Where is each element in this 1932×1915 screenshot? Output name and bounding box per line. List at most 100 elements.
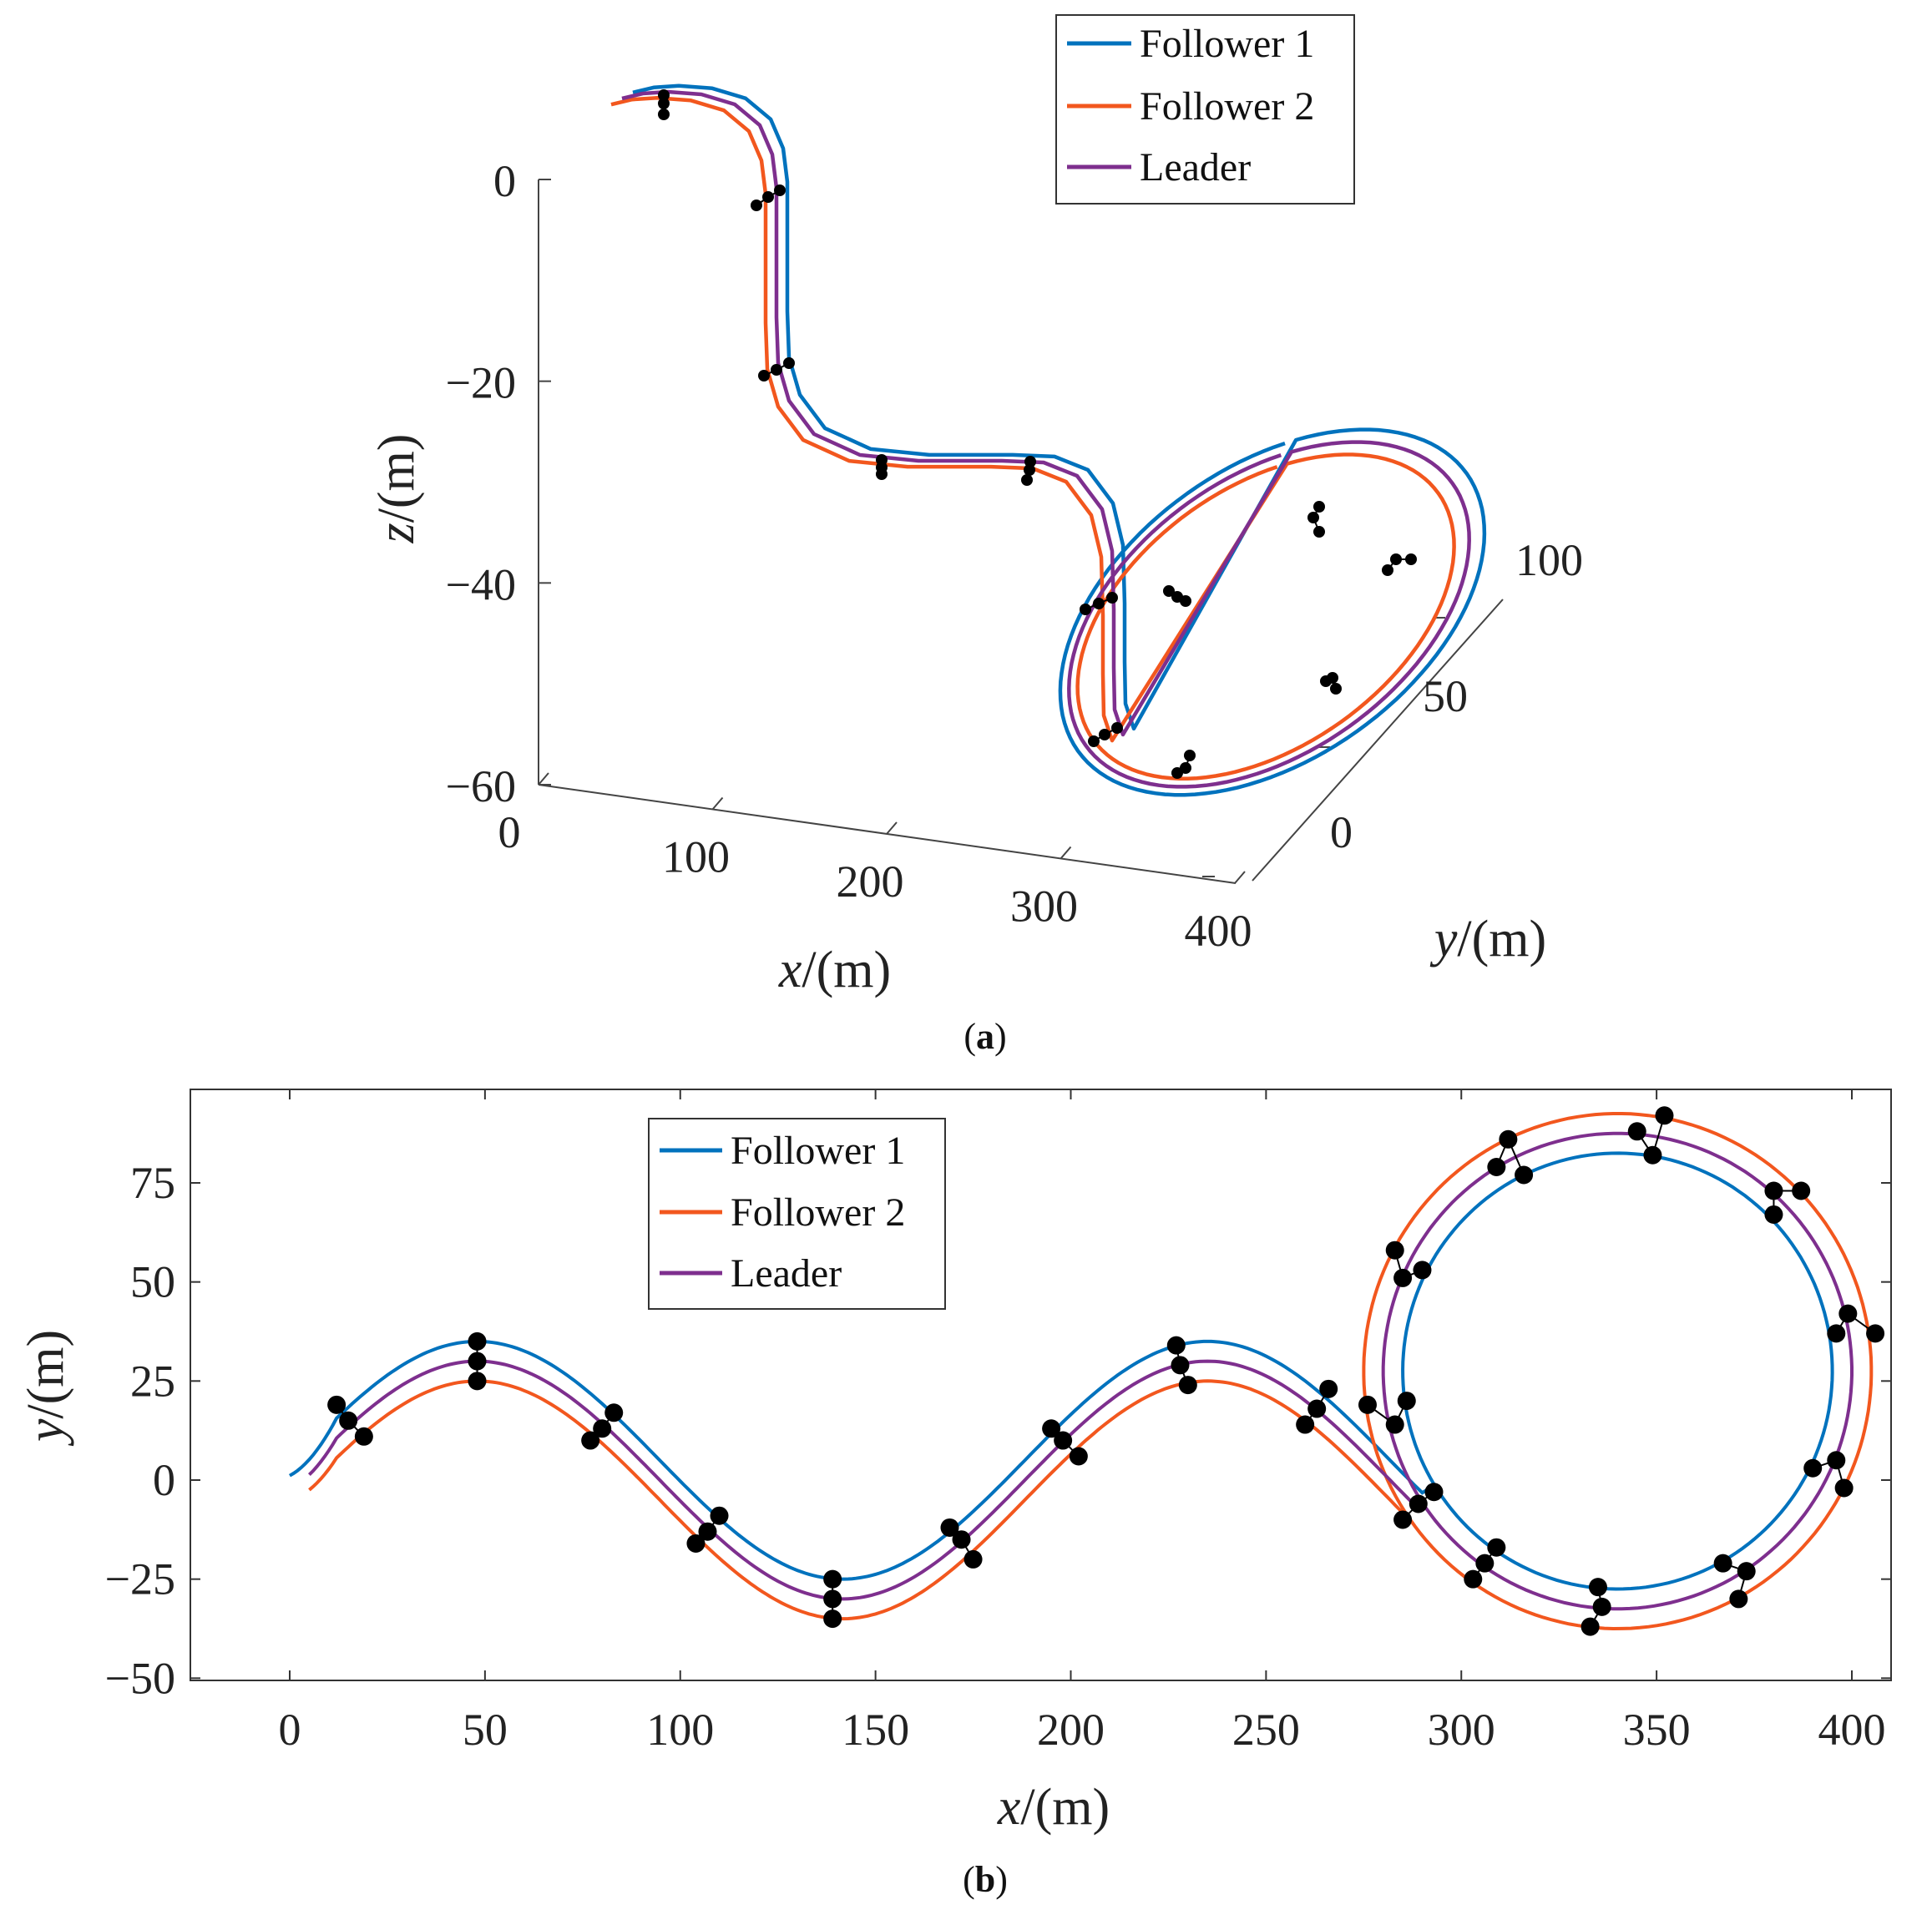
formation-point-3d — [1180, 595, 1191, 607]
formation-point-3d — [876, 468, 888, 480]
formation-point-3d — [783, 357, 795, 369]
x-tick-label-b: 300 — [1428, 1705, 1495, 1755]
legend-a-box — [1055, 14, 1355, 205]
series-group-b — [288, 1112, 1874, 1631]
x-tick-label-b: 50 — [463, 1705, 508, 1755]
formation-point-3d — [1106, 592, 1118, 604]
formation-point — [468, 1331, 487, 1351]
x-axis-unit-b: /(m) — [1020, 1779, 1110, 1836]
formation-point — [1166, 1336, 1186, 1355]
formation-point-3d — [1021, 474, 1033, 486]
series-line-leader — [307, 1131, 1854, 1611]
legend-b-label-leader: Leader — [731, 1251, 842, 1296]
formation-point — [1792, 1181, 1811, 1200]
y-tick-label-a: 50 — [1423, 671, 1468, 721]
legend-a-label-follower2: Follower 2 — [1140, 84, 1314, 129]
formation-point — [1054, 1431, 1073, 1450]
x-axis-var-b: x — [997, 1779, 1021, 1836]
y-tick-label-a: 0 — [1330, 807, 1353, 857]
formation-point-3d — [751, 200, 762, 211]
x-tick-label-b: 100 — [646, 1705, 714, 1755]
x-axis-label-a: x/(m) — [778, 942, 891, 998]
formation-point — [1580, 1617, 1600, 1636]
y-axis-label-b: y/(m) — [18, 1330, 74, 1447]
caption-a-letter: a — [976, 1016, 994, 1057]
formation-point — [468, 1372, 487, 1391]
formation-point — [710, 1506, 729, 1525]
series-line-follower-1 — [288, 1151, 1834, 1591]
formation-point-3d — [1080, 604, 1091, 615]
formation-point-3d — [1330, 683, 1342, 695]
y-tick-label-a: 100 — [1515, 535, 1583, 585]
formation-point — [1413, 1261, 1432, 1280]
y-tick-label-b: 0 — [153, 1455, 175, 1505]
formation-point — [1393, 1268, 1413, 1287]
formation-point-3d — [1390, 553, 1402, 565]
y-tick-label-b: 25 — [130, 1356, 175, 1406]
caption-b-letter: b — [975, 1859, 995, 1900]
formation-point — [1487, 1538, 1506, 1557]
legend-b-label-follower1: Follower 1 — [731, 1129, 905, 1173]
formation-point — [1385, 1415, 1404, 1434]
z-tick-label-a: −40 — [446, 559, 516, 609]
x-tick-mark-a — [711, 796, 724, 811]
formation-point — [1627, 1122, 1646, 1141]
formation-point — [327, 1395, 346, 1414]
x-tick-mark-a — [1234, 871, 1246, 884]
legend-a-label-leader: Leader — [1140, 145, 1251, 189]
formation-point — [1307, 1399, 1327, 1418]
formation-point-3d — [1327, 672, 1338, 684]
formation-point — [604, 1403, 624, 1422]
formation-point-3d — [658, 109, 670, 120]
formation-point-3d — [1163, 585, 1175, 597]
formation-point — [1643, 1145, 1662, 1165]
caption-b: (b) — [963, 1859, 1008, 1900]
legend-a: Follower 1 Follower 2 Leader — [1055, 14, 1355, 205]
formation-markers-a — [658, 89, 1417, 779]
formation-point — [1358, 1395, 1377, 1414]
formation-point-3d — [762, 191, 774, 203]
x-tick-label-a: 200 — [837, 856, 904, 907]
z-axis-unit: /(m) — [368, 434, 425, 523]
x-tick-label-a: 400 — [1185, 906, 1252, 956]
formation-point — [963, 1549, 983, 1569]
formation-point-3d — [1111, 722, 1123, 734]
z-tick-label-a: 0 — [493, 156, 516, 206]
formation-point — [339, 1411, 358, 1430]
formation-point-3d — [771, 364, 782, 376]
y-tick-label-b: 75 — [130, 1158, 175, 1208]
x-tick-label-b: 400 — [1818, 1705, 1886, 1755]
formation-point — [1171, 1356, 1190, 1375]
y-tick-label-b: −25 — [105, 1554, 175, 1604]
y-axis-var-a: y — [1429, 911, 1458, 968]
formation-point — [1042, 1419, 1061, 1438]
formation-point — [1319, 1379, 1338, 1398]
z-tick-label-a: −20 — [446, 358, 516, 408]
formation-point-3d — [758, 370, 770, 381]
series-group-a — [610, 83, 1487, 797]
x-axis-label-b: x/(m) — [997, 1779, 1110, 1836]
formation-point — [1178, 1376, 1197, 1395]
formation-point-3d — [1405, 553, 1417, 565]
formation-point-3d — [1313, 501, 1325, 513]
formation-point — [1588, 1578, 1607, 1597]
formation-point — [1838, 1304, 1858, 1323]
formation-point — [354, 1427, 373, 1446]
formation-point — [1397, 1392, 1416, 1411]
formation-point — [1592, 1597, 1611, 1616]
formation-markers-b — [327, 1106, 1885, 1636]
formation-point — [1803, 1458, 1823, 1478]
x-tick-label-a: 0 — [498, 807, 521, 857]
formation-point-3d — [1024, 464, 1035, 476]
formation-point — [823, 1569, 842, 1589]
x-tick-mark-a — [886, 821, 898, 835]
y-axis-var-b: y — [18, 1418, 74, 1447]
axis-ticks-b: 0 50 100 150 200 250 300 350 400 −50 −25 0 25 50 75 — [105, 1089, 1891, 1755]
z-axis-label: z/(m) — [368, 434, 425, 544]
x-tick-label-b: 200 — [1037, 1705, 1105, 1755]
formation-point — [823, 1609, 842, 1629]
legend-a-label-follower1: Follower 1 — [1140, 22, 1314, 66]
formation-point-3d — [1180, 762, 1191, 774]
formation-point-3d — [658, 89, 670, 101]
